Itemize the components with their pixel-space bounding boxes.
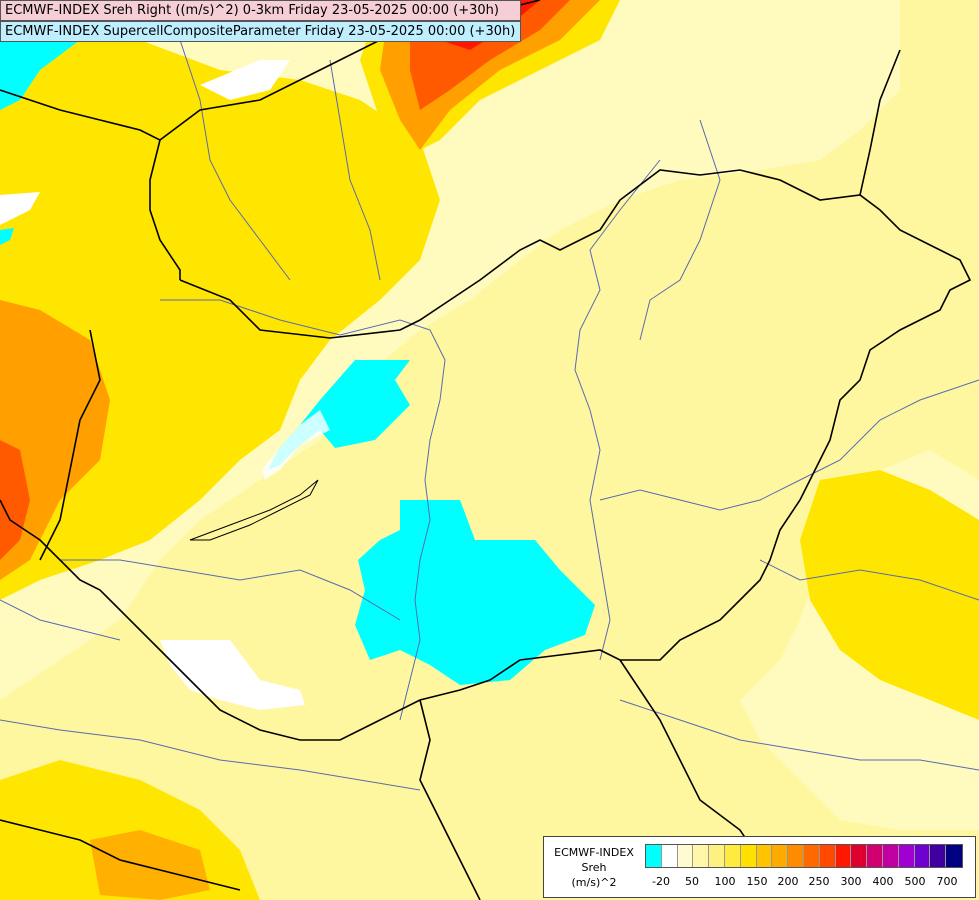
legend-swatch — [914, 845, 931, 867]
legend-swatch — [756, 845, 773, 867]
legend-swatch — [677, 845, 694, 867]
legend-swatch — [851, 845, 868, 867]
river-east-2 — [759, 559, 979, 601]
field-white-north — [200, 60, 290, 100]
legend-swatch — [882, 845, 899, 867]
legend-tick: 500 — [904, 875, 926, 888]
legend-tick: -20 — [652, 875, 670, 888]
field-cyan-central — [355, 500, 595, 685]
legend-swatch — [788, 845, 804, 867]
legend-title-line-1: ECMWF-INDEX — [554, 846, 634, 859]
river-drava — [60, 559, 401, 621]
legend-tick: 150 — [746, 875, 768, 888]
legend-tick: 700 — [936, 875, 958, 888]
legend-swatch — [898, 845, 915, 867]
border-croatia — [0, 819, 241, 891]
field-cyan-small — [0, 228, 14, 245]
legend-color-scale — [645, 844, 963, 868]
field-white-south — [160, 640, 305, 710]
color-legend: ECMWF-INDEX Sreh (m/s)^2 -20 50 100 150 200 2… — [543, 836, 976, 898]
river-danube — [160, 299, 446, 721]
river-south-east — [619, 699, 979, 771]
legend-swatch — [819, 845, 836, 867]
river-northeast — [639, 119, 721, 341]
border-ukraine — [859, 49, 901, 196]
legend-tick: 250 — [808, 875, 830, 888]
legend-swatch — [772, 845, 789, 867]
map-title-line-2: ECMWF-INDEX SupercellCompositeParameter … — [0, 21, 521, 42]
river-sw — [0, 599, 121, 641]
river-north-1 — [179, 39, 291, 281]
legend-tick: 50 — [685, 875, 699, 888]
legend-swatch — [930, 845, 947, 867]
legend-tick: 200 — [777, 875, 799, 888]
field-cyan-lake — [268, 360, 410, 470]
border-romania-south — [619, 659, 761, 861]
border-serbia — [419, 699, 481, 900]
field-white-halo — [262, 410, 330, 480]
legend-swatch — [724, 845, 741, 867]
river-tisza — [574, 159, 661, 661]
border-hungary — [0, 169, 972, 741]
legend-swatch — [693, 845, 710, 867]
rivers — [0, 39, 979, 791]
legend-swatch — [709, 845, 725, 867]
map-title-line-1: ECMWF-INDEX Sreh Right ((m/s)^2) 0-3km F… — [0, 0, 521, 21]
field-orange-south — [90, 830, 210, 900]
legend-swatch — [803, 845, 820, 867]
field-yellow-west — [0, 30, 440, 600]
field-red-west — [0, 440, 30, 560]
legend-swatch — [867, 845, 883, 867]
river-east-1 — [599, 379, 979, 511]
legend-title-line-2: Sreh — [581, 861, 607, 874]
legend-title: ECMWF-INDEX Sreh (m/s)^2 — [546, 845, 642, 890]
lake-balaton — [189, 479, 319, 541]
border-austria — [0, 89, 181, 280]
legend-tick: 300 — [840, 875, 862, 888]
legend-tick-labels: -20 50 100 150 200 250 300 400 500 700 — [645, 875, 965, 891]
river-north-2 — [329, 59, 381, 281]
border-slovenia — [39, 329, 101, 561]
legend-tick: 100 — [714, 875, 736, 888]
legend-swatch — [946, 845, 962, 867]
field-white-west — [0, 192, 40, 225]
legend-swatch — [740, 845, 757, 867]
legend-swatch — [835, 845, 852, 867]
legend-title-line-3: (m/s)^2 — [571, 876, 617, 889]
legend-swatch — [661, 845, 678, 867]
river-sava — [0, 719, 421, 791]
field-yellow-east — [800, 470, 979, 720]
legend-swatch — [646, 845, 662, 867]
legend-tick: 400 — [872, 875, 894, 888]
